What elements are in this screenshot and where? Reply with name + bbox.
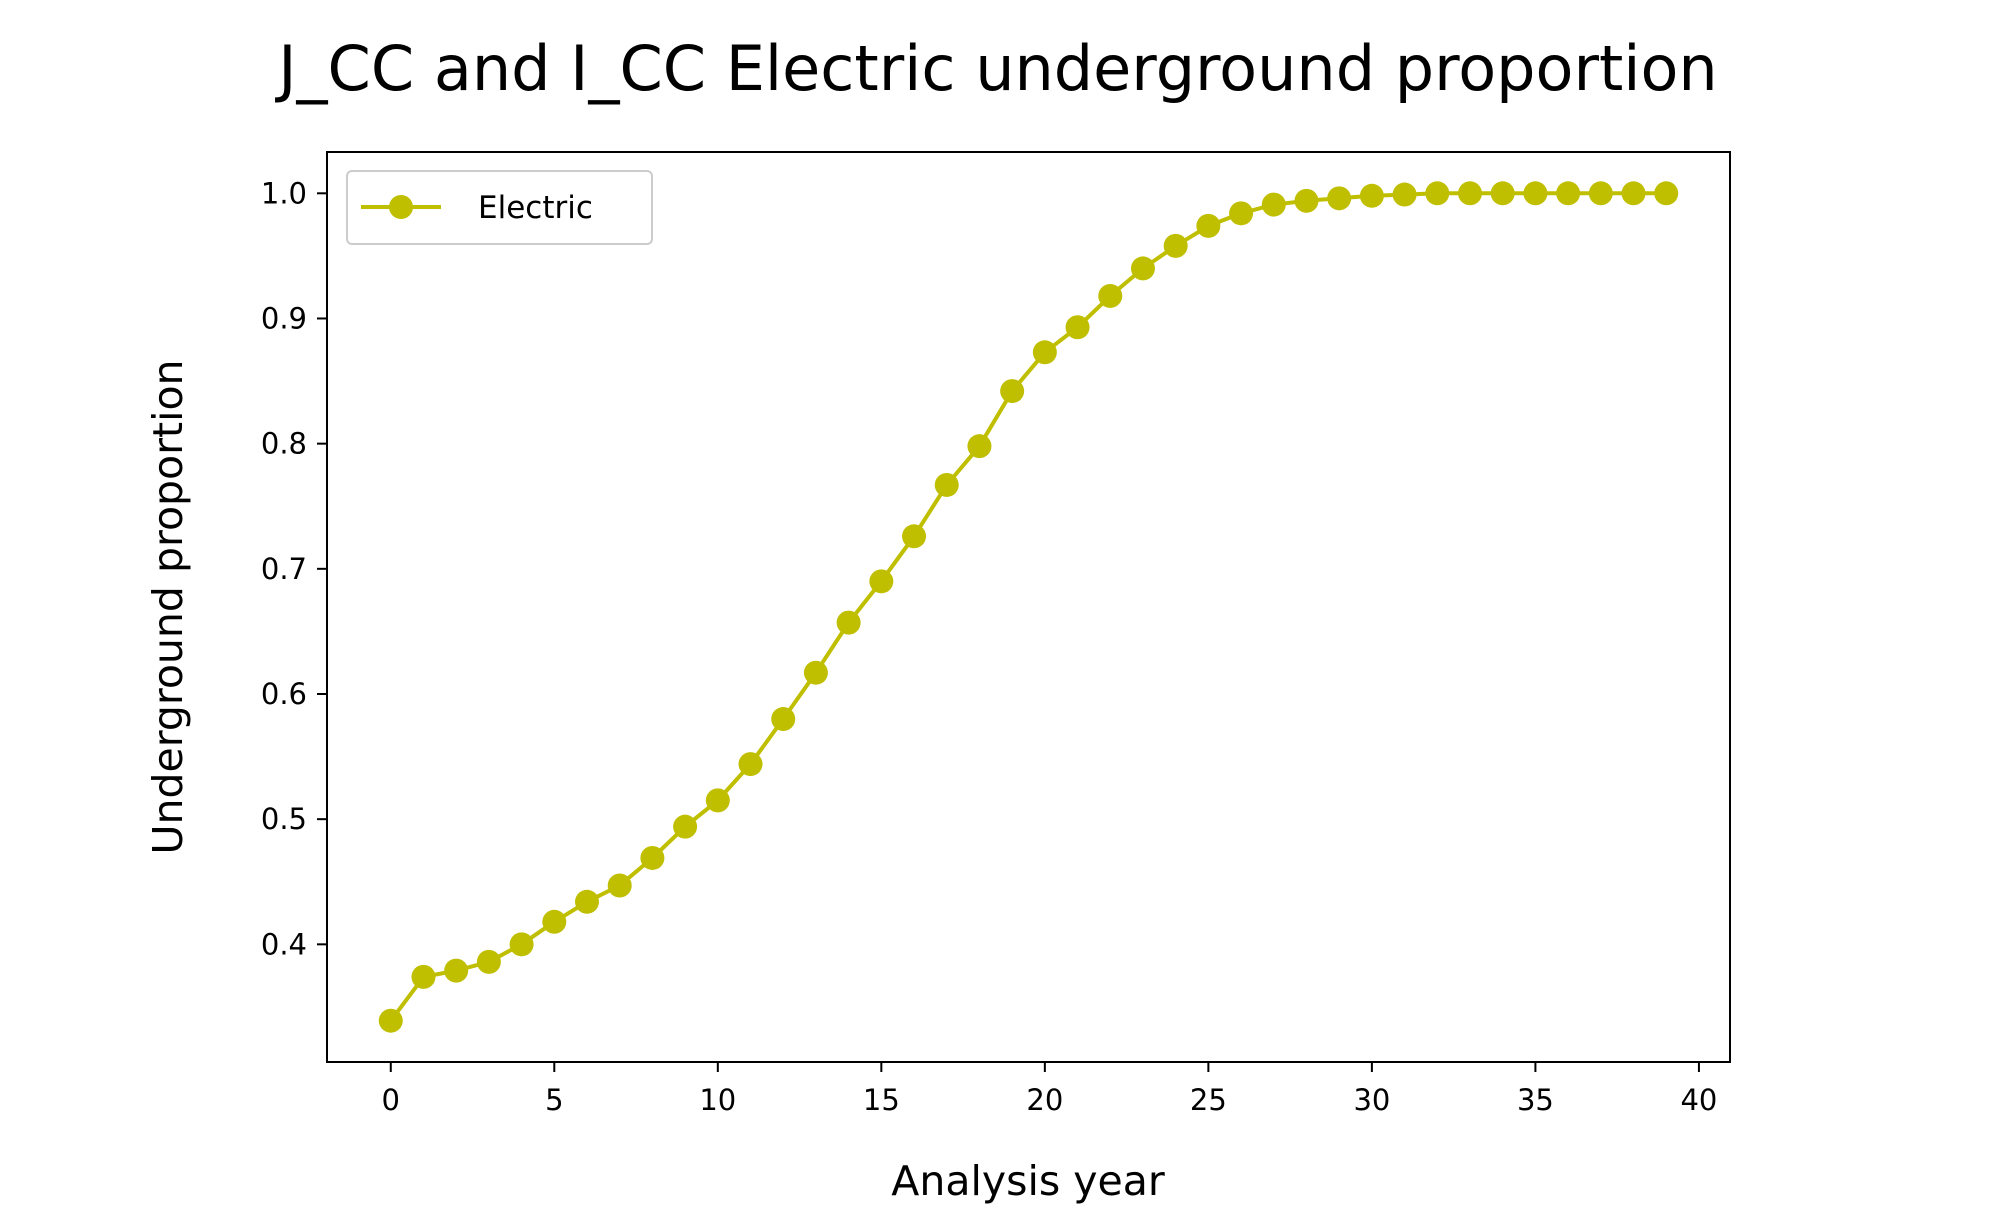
legend-label-electric: Electric	[478, 190, 593, 226]
data-point	[738, 752, 763, 777]
data-point	[1000, 379, 1025, 404]
series-layer	[378, 181, 1679, 1033]
data-point	[607, 873, 632, 898]
data-point	[1359, 183, 1384, 208]
x-tick-label: 30	[1353, 1083, 1390, 1117]
legend-marker	[389, 195, 413, 219]
series-line-electric	[389, 191, 1667, 1022]
data-point	[378, 1008, 403, 1033]
data-point	[1196, 213, 1221, 238]
data-point	[542, 909, 567, 934]
data-point	[1621, 181, 1646, 206]
x-tick-label: 5	[545, 1083, 563, 1117]
y-tick-label: 0.4	[261, 927, 307, 961]
data-point	[1163, 233, 1188, 258]
x-tick-label: 40	[1680, 1083, 1717, 1117]
y-tick-label: 0.8	[261, 427, 307, 461]
y-tick-label: 0.9	[261, 301, 307, 335]
data-point	[1261, 192, 1286, 217]
data-point	[1588, 181, 1613, 206]
data-point	[967, 434, 992, 459]
y-tick-label: 0.6	[261, 677, 307, 711]
data-point	[1130, 256, 1155, 281]
data-point	[1654, 181, 1679, 206]
data-point	[1065, 315, 1090, 340]
plot-area	[326, 151, 1731, 1063]
data-point	[1556, 181, 1581, 206]
data-point	[411, 964, 436, 989]
data-point	[1229, 201, 1254, 226]
data-point	[1294, 188, 1319, 213]
x-tick-label: 25	[1190, 1083, 1227, 1117]
data-point	[476, 949, 501, 974]
x-tick-label: 20	[1026, 1083, 1063, 1117]
x-tick-label: 0	[382, 1083, 400, 1117]
data-point	[836, 610, 861, 635]
data-point	[934, 472, 959, 497]
y-tick-label: 0.5	[261, 802, 307, 836]
chart-title: J_CC and I_CC Electric underground propo…	[274, 32, 1717, 105]
data-point	[1458, 181, 1483, 206]
data-point	[771, 707, 796, 732]
x-axis-label: Analysis year	[891, 1157, 1165, 1205]
x-axis-ticks: 0 5 10 15 20 25 30 35 40	[382, 1062, 1717, 1117]
data-point	[673, 814, 698, 839]
y-axis-label: Underground proportion	[144, 359, 192, 854]
data-point	[1523, 181, 1548, 206]
data-point	[1032, 340, 1057, 365]
data-point	[705, 788, 730, 813]
x-tick-label: 10	[699, 1083, 736, 1117]
y-axis-ticks: 0.4 0.5 0.6 0.7 0.8 0.9 1.0	[261, 176, 327, 961]
data-point	[640, 845, 665, 870]
data-point	[1098, 283, 1123, 308]
legend: Electric	[346, 170, 653, 245]
data-point	[902, 524, 927, 549]
legend-box	[346, 170, 653, 245]
data-point	[509, 932, 534, 957]
data-point	[803, 660, 828, 685]
y-tick-label: 1.0	[261, 176, 307, 210]
data-point	[1392, 182, 1417, 207]
data-point	[574, 889, 599, 914]
x-tick-label: 15	[863, 1083, 900, 1117]
data-point	[1327, 186, 1352, 211]
y-tick-label: 0.7	[261, 552, 307, 586]
data-point	[444, 958, 469, 983]
data-point	[1425, 181, 1450, 206]
x-tick-label: 35	[1517, 1083, 1554, 1117]
data-point	[1490, 181, 1515, 206]
data-point	[869, 569, 894, 594]
